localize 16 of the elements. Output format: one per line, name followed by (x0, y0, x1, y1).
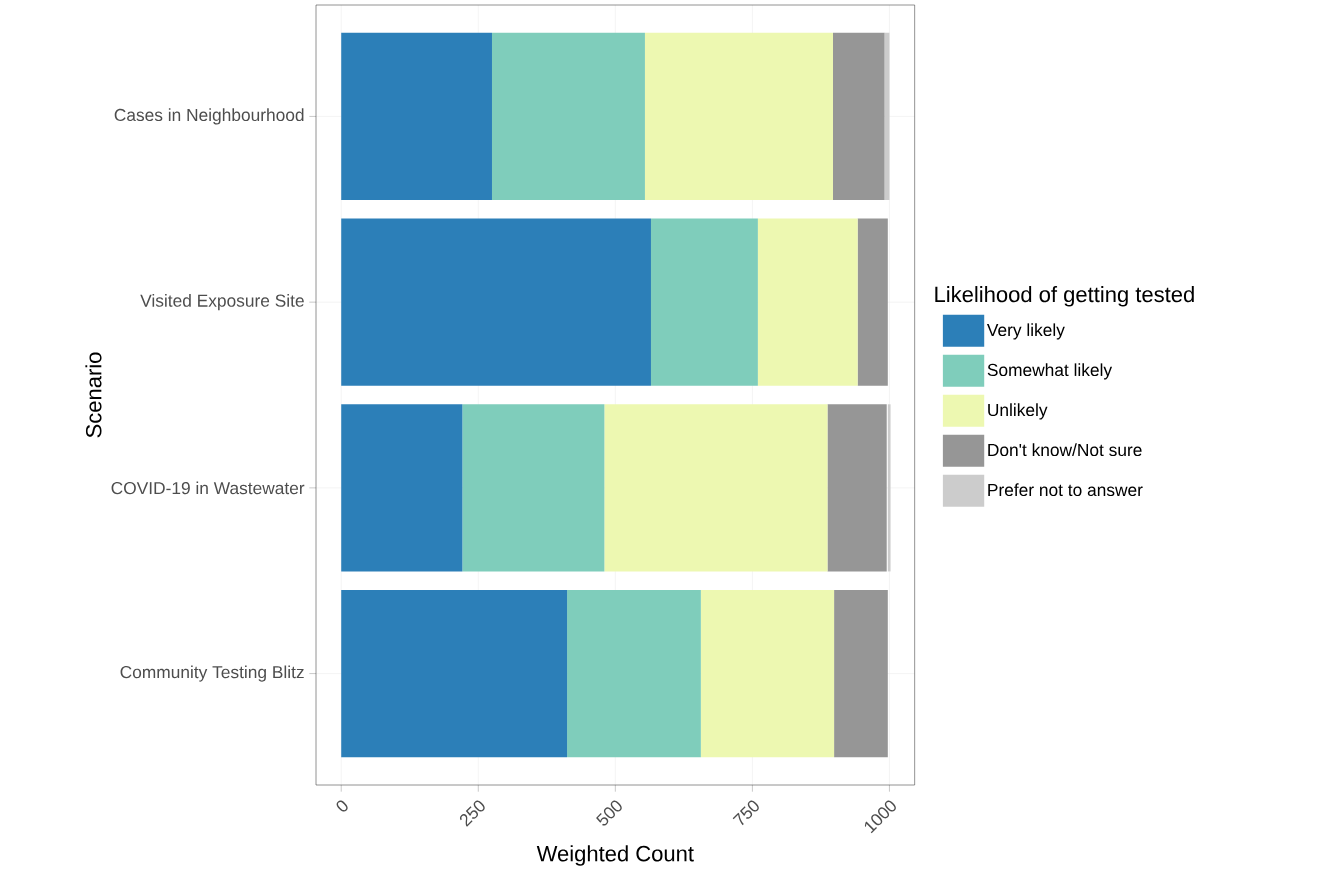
legend-title: Likelihood of getting tested (935, 286, 1194, 307)
legend-label: Prefer not to answer (988, 483, 1143, 497)
x-tick-label: 500 (596, 800, 622, 826)
x-axis-title: Weighted Count (536, 845, 694, 866)
legend-label: Somewhat likely (987, 363, 1113, 380)
legend-label: Unlikely (988, 403, 1048, 420)
y-tick-label: Community Testing Blitz (120, 665, 304, 682)
x-tick-label: 250 (459, 800, 485, 827)
y-tick-label: Visited Exposure Site (140, 294, 304, 311)
y-tick-label: COVID-19 in Wastewater (111, 481, 305, 495)
y-axis-title: Scenario (85, 352, 102, 438)
y-tick-label: Cases in Neighbourhood (114, 108, 304, 125)
x-tick-label: 750 (732, 800, 759, 826)
legend-label: Very likely (986, 323, 1065, 340)
legend-label: Don't know/Not sure (988, 443, 1142, 457)
x-tick-label: 0 (336, 800, 348, 812)
